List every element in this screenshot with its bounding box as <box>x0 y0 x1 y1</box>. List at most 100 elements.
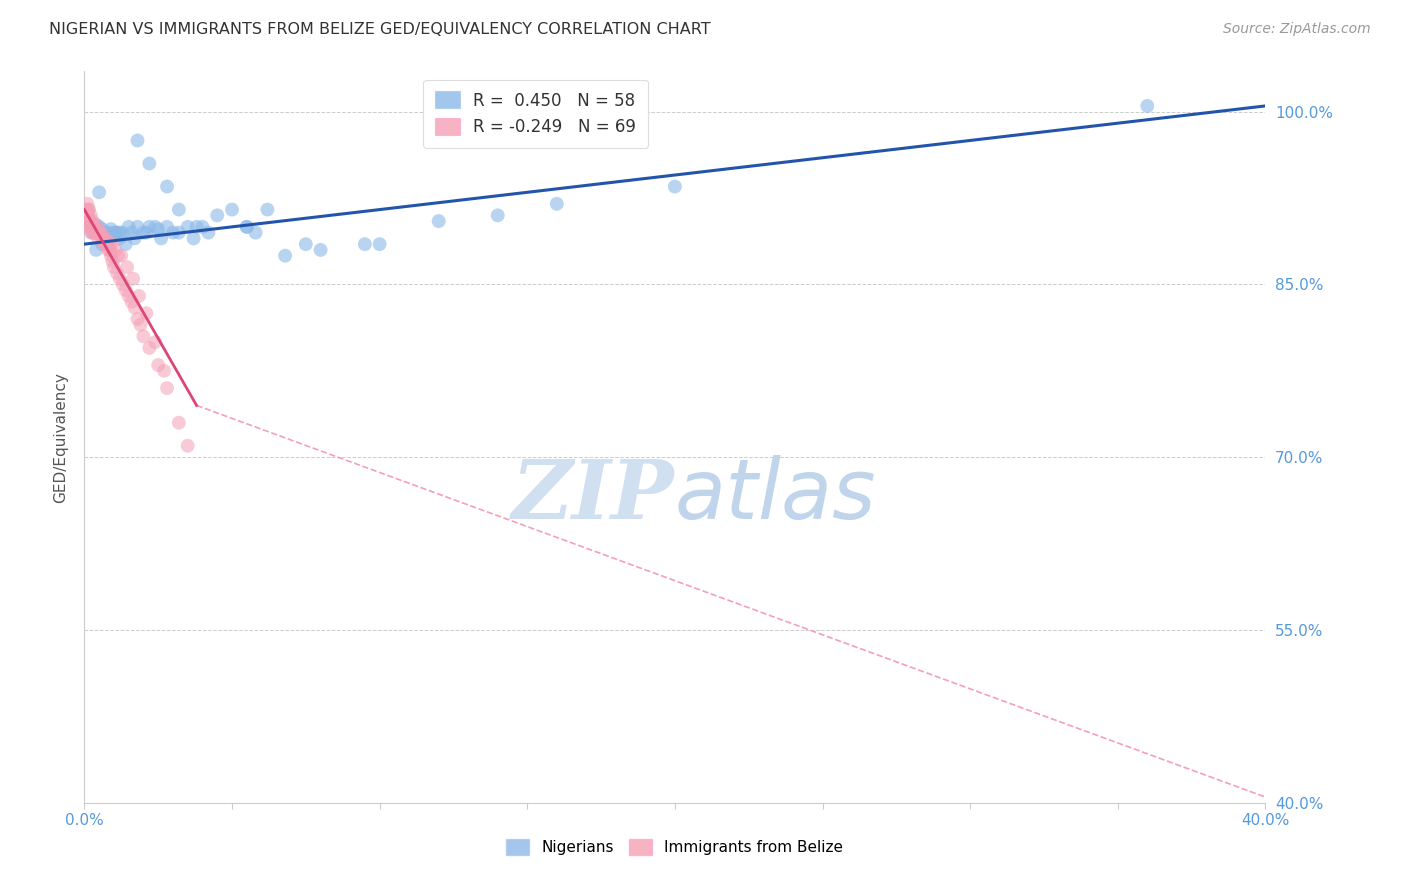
Point <box>82 219 104 234</box>
Point <box>87 219 111 234</box>
Point <box>98 243 121 257</box>
Point <box>167 416 190 430</box>
Point <box>143 334 166 349</box>
Point <box>143 219 166 234</box>
Point <box>96 237 118 252</box>
Point <box>79 214 101 228</box>
Point <box>121 226 143 240</box>
Point <box>122 271 145 285</box>
Text: NIGERIAN VS IMMIGRANTS FROM BELIZE GED/EQUIVALENCY CORRELATION CHART: NIGERIAN VS IMMIGRANTS FROM BELIZE GED/E… <box>49 22 711 37</box>
Point <box>107 249 129 263</box>
Text: atlas: atlas <box>675 455 876 536</box>
Point <box>104 226 127 240</box>
Point <box>111 226 134 240</box>
Point <box>274 249 297 263</box>
Point <box>84 218 107 232</box>
Point <box>77 219 100 234</box>
Point <box>103 260 125 275</box>
Point <box>132 329 155 343</box>
Point <box>664 179 686 194</box>
Point <box>79 219 101 234</box>
Point <box>156 219 179 234</box>
Point <box>191 219 214 234</box>
Point <box>91 222 114 236</box>
Point <box>83 226 105 240</box>
Point <box>150 231 173 245</box>
Point <box>93 237 115 252</box>
Point <box>105 226 128 240</box>
Point <box>114 237 136 252</box>
Point <box>105 266 128 280</box>
Text: Source: ZipAtlas.com: Source: ZipAtlas.com <box>1223 22 1371 37</box>
Point <box>135 306 157 320</box>
Point <box>104 243 127 257</box>
Point <box>1136 99 1159 113</box>
Point <box>97 226 120 240</box>
Point <box>91 231 114 245</box>
Point <box>77 208 100 222</box>
Point <box>177 439 200 453</box>
Point <box>118 289 141 303</box>
Point <box>84 226 107 240</box>
Point <box>118 219 141 234</box>
Point <box>162 226 184 240</box>
Point <box>80 219 103 234</box>
Legend: Nigerians, Immigrants from Belize: Nigerians, Immigrants from Belize <box>501 833 849 861</box>
Y-axis label: GED/Equivalency: GED/Equivalency <box>52 372 67 502</box>
Point <box>97 237 120 252</box>
Point <box>77 202 100 217</box>
Point <box>295 237 318 252</box>
Text: ZIP: ZIP <box>512 456 675 535</box>
Point <box>138 219 160 234</box>
Point <box>100 249 122 263</box>
Point <box>127 133 149 147</box>
Point <box>354 237 377 252</box>
Point <box>76 202 98 217</box>
Point <box>256 202 278 217</box>
Point <box>156 179 179 194</box>
Point <box>75 214 97 228</box>
Point <box>87 231 110 245</box>
Point <box>77 202 100 217</box>
Point <box>86 226 108 240</box>
Point <box>75 214 97 228</box>
Point <box>183 231 205 245</box>
Point <box>83 226 105 240</box>
Point <box>80 226 103 240</box>
Point <box>167 226 190 240</box>
Point <box>79 214 101 228</box>
Point <box>97 243 120 257</box>
Point <box>124 231 146 245</box>
Point <box>124 301 146 315</box>
Point <box>80 226 103 240</box>
Point <box>83 219 105 234</box>
Point <box>89 226 111 240</box>
Point <box>94 237 117 252</box>
Point <box>132 226 155 240</box>
Point <box>101 237 124 252</box>
Point <box>86 219 108 234</box>
Point <box>129 318 152 332</box>
Point <box>82 219 104 234</box>
Point <box>135 226 157 240</box>
Point <box>148 222 170 236</box>
Point <box>153 364 176 378</box>
Point <box>110 249 132 263</box>
Point <box>87 226 110 240</box>
Point <box>127 312 149 326</box>
Point <box>108 226 131 240</box>
Point <box>79 214 101 228</box>
Point <box>221 202 243 217</box>
Point <box>76 197 98 211</box>
Point <box>100 222 122 236</box>
Point <box>97 237 120 252</box>
Point <box>186 219 208 234</box>
Point <box>207 208 229 222</box>
Point <box>114 283 136 297</box>
Point <box>91 237 114 252</box>
Point <box>427 214 450 228</box>
Point <box>127 219 149 234</box>
Point <box>103 226 125 240</box>
Point <box>111 277 134 292</box>
Point <box>546 197 568 211</box>
